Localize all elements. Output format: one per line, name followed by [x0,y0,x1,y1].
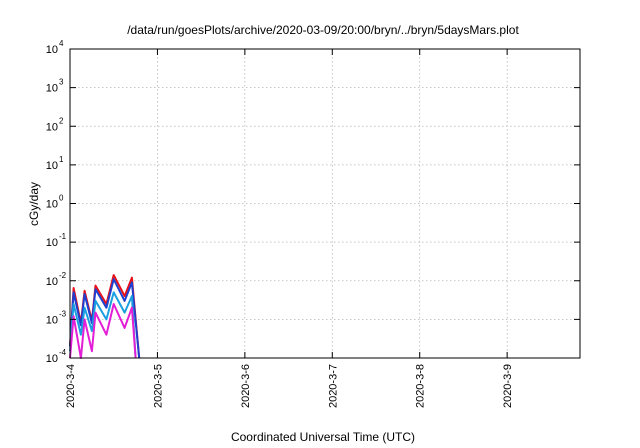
x-tick-label: 2020-3-8 [415,364,427,408]
y-tick-exponent: -2 [59,271,67,280]
y-tick-label: 103 [46,78,64,95]
y-tick-exponent: -3 [59,309,67,318]
grid [70,49,580,358]
y-tick-exponent: -4 [59,348,67,357]
x-tick-label: 2020-3-7 [327,364,339,408]
y-tick-label: 10-3 [46,309,67,326]
y-tick-exponent: -1 [59,232,67,241]
y-tick-label: 10-1 [46,232,67,249]
x-tick-labels: 2020-3-4 2020-3-5 2020-3-6 2020-3-7 2020-3-8… [65,364,514,408]
y-tick-label: 104 [46,39,64,56]
x-tick-label: 2020-3-5 [152,364,164,408]
y-tick-label: 100 [46,194,64,211]
x-tick-label: 2020-3-6 [240,364,252,408]
series-line-4 [69,303,137,359]
y-tick-label: 10-2 [46,271,67,288]
y-tick-base: 10 [46,160,58,172]
x-tick-label: 2020-3-4 [65,364,77,408]
ticks [69,48,580,359]
y-tick-label: 10-4 [46,348,67,365]
chart-title: /data/run/goesPlots/archive/2020-03-09/2… [127,23,519,37]
series-layer [69,274,141,359]
series-line-2 [69,278,141,359]
y-tick-label: 102 [46,116,64,133]
y-tick-exponent: 3 [59,78,64,87]
y-tick-exponent: 4 [59,39,64,48]
y-tick-base: 10 [46,353,58,365]
y-tick-base: 10 [46,314,58,326]
y-tick-base: 10 [46,121,58,133]
y-tick-base: 10 [46,44,58,56]
y-tick-base: 10 [46,276,58,288]
x-axis-label: Coordinated Universal Time (UTC) [231,430,415,444]
y-tick-base: 10 [46,83,58,95]
y-tick-label: 101 [46,155,64,172]
y-tick-exponent: 0 [59,194,64,203]
y-tick-exponent: 1 [59,155,64,164]
y-tick-exponent: 2 [59,116,64,125]
y-axis-label: cGy/day [27,182,41,226]
x-tick-label: 2020-3-9 [502,364,514,408]
series-line-3 [69,291,137,359]
y-tick-base: 10 [46,199,58,211]
y-tick-base: 10 [46,237,58,249]
